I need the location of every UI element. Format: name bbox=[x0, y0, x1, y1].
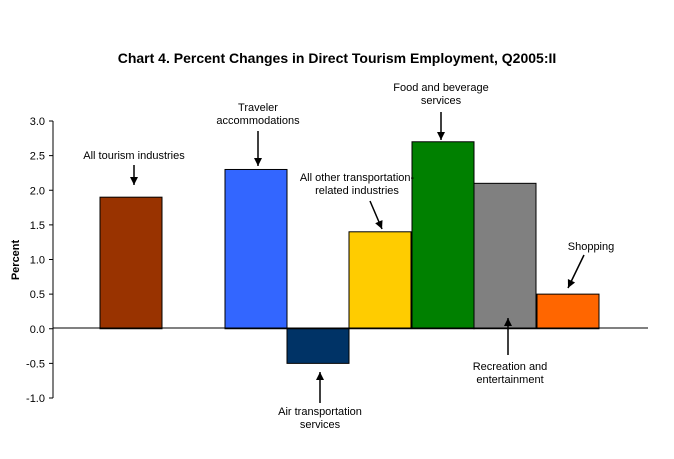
data-annotation: related industries bbox=[315, 185, 399, 197]
y-tick-label: 2.5 bbox=[30, 151, 45, 163]
data-annotation: accommodations bbox=[216, 115, 300, 127]
y-tick-label: 1.0 bbox=[30, 255, 45, 267]
y-tick-label: -0.5 bbox=[26, 358, 45, 370]
annotation-arrowhead bbox=[130, 177, 138, 185]
data-annotation: Recreation and bbox=[473, 361, 548, 373]
bars bbox=[99, 141, 600, 364]
y-tick-label: 2.0 bbox=[30, 185, 45, 197]
y-tick-label: -1.0 bbox=[26, 393, 45, 405]
annotation-arrowhead bbox=[316, 372, 324, 380]
chart-title: Chart 4. Percent Changes in Direct Touri… bbox=[118, 50, 557, 66]
y-axis-label: Percent bbox=[10, 239, 22, 280]
annotation-arrowhead bbox=[375, 220, 383, 229]
y-tick-label: 3.0 bbox=[30, 116, 45, 128]
data-annotation: services bbox=[300, 419, 341, 431]
y-tick-label: 1.5 bbox=[30, 220, 45, 232]
y-tick-label: 0.5 bbox=[30, 289, 45, 301]
data-annotation: entertainment bbox=[476, 374, 543, 386]
y-tick-label: 0.0 bbox=[30, 324, 45, 336]
bar bbox=[536, 293, 600, 330]
bar bbox=[348, 231, 412, 330]
bar bbox=[411, 141, 475, 330]
bar bbox=[224, 168, 288, 330]
y-axis-ticks: 3.0 2.5 2.0 1.5 1.0 0.5 0.0 -0.5 -1.0 bbox=[26, 116, 53, 405]
data-annotation: All other transportation- bbox=[300, 172, 415, 184]
bar bbox=[286, 328, 350, 364]
data-annotation: Shopping bbox=[568, 241, 615, 253]
data-annotation: services bbox=[421, 95, 462, 107]
annotation-arrowhead bbox=[437, 132, 445, 140]
data-annotation: All tourism industries bbox=[83, 150, 185, 162]
annotations: All tourism industries Traveleraccommodat… bbox=[83, 82, 614, 431]
data-annotation: Traveler bbox=[238, 102, 278, 114]
data-annotation: Air transportation bbox=[278, 406, 362, 418]
annotation-arrowhead bbox=[504, 318, 512, 326]
annotation-arrowhead bbox=[567, 279, 576, 288]
annotation-arrowhead bbox=[254, 158, 262, 166]
bar bbox=[473, 182, 537, 330]
bar bbox=[99, 196, 163, 330]
data-annotation: Food and beverage bbox=[393, 82, 488, 94]
